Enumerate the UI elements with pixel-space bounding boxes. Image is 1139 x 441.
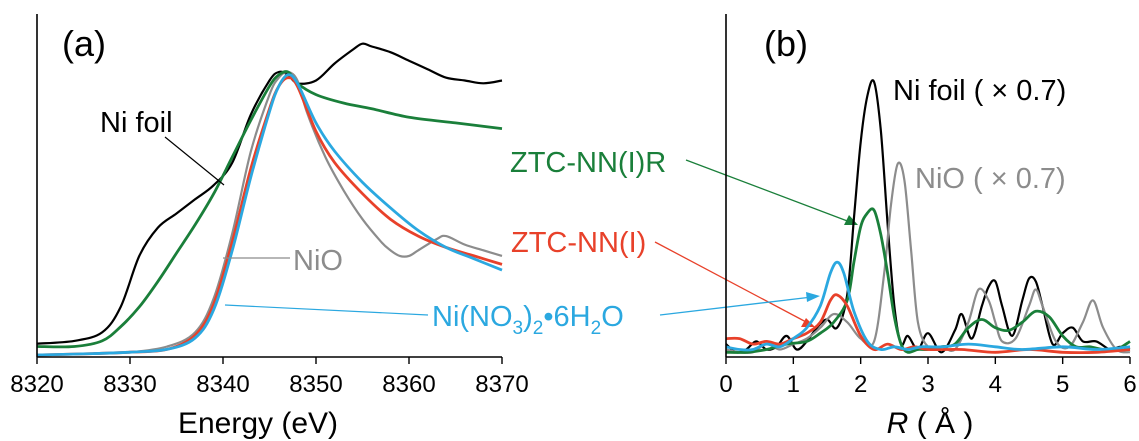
- series-a-ztc-nn-i-r: [36, 70, 503, 349]
- panel-a-xanes: 8320 8330 8340 8350 8360 8370 (a) Energy (eV)…: [10, 14, 666, 440]
- arrow-nitrate: [659, 296, 813, 316]
- arrowhead-ztc-nn-i: [801, 318, 815, 327]
- tick-label-b-1: 1: [787, 371, 800, 398]
- label-nio-x07: NiO ( × 0.7): [915, 163, 1066, 195]
- leader-ni-foil: [164, 136, 225, 186]
- tick-label-b-6: 6: [1123, 371, 1136, 398]
- series-b-ni-no3-2-6h2o: [725, 260, 1131, 352]
- panel-a-label: (a): [62, 23, 106, 64]
- panel-b-series: [725, 79, 1131, 355]
- tick-label-b-4: 4: [989, 371, 1002, 398]
- panel-a-series: [36, 42, 503, 357]
- arrow-ztc-nn-i: [654, 241, 809, 324]
- label-ztc-nn-i-r: ZTC-NN(I)R: [510, 147, 666, 179]
- tick-label-a-8350: 8350: [289, 371, 342, 398]
- tick-label-a-8320: 8320: [10, 371, 63, 398]
- panel-b-label: (b): [764, 23, 808, 64]
- cross-panel-arrows: [654, 159, 858, 327]
- leader-nitrate-a: [224, 304, 429, 316]
- arrowhead-nitrate: [806, 292, 820, 302]
- tick-label-b-0: 0: [719, 371, 732, 398]
- arrow-ztc-nn-i-r: [685, 159, 851, 223]
- tick-label-a-8340: 8340: [196, 371, 249, 398]
- series-b-ztc-nn-i: [725, 293, 1131, 354]
- label-ztc-nn-i: ZTC-NN(I): [511, 227, 646, 259]
- label-ni-foil: Ni foil: [100, 107, 173, 139]
- panel-a-x-ticks: 8320 8330 8340 8350 8360 8370: [10, 357, 529, 398]
- tick-label-b-5: 5: [1056, 371, 1069, 398]
- panel-b-x-ticks: 0 1 2 3 4 5 6: [719, 357, 1137, 398]
- tick-label-a-8330: 8330: [103, 371, 156, 398]
- label-nitrate: Ni(NO3)2•6H2O: [432, 301, 624, 339]
- series-a-ni-no3-2-6h2o: [36, 73, 503, 357]
- label-ni-foil-x07: Ni foil ( × 0.7): [893, 75, 1066, 107]
- series-b-ztc-nn-i-r: [725, 207, 1131, 354]
- panel-b-exafs: 0 1 2 3 4 5 6 (b) R ( Å ) Ni foil ( × 0.7) NiO…: [719, 14, 1137, 440]
- tick-label-b-2: 2: [854, 371, 867, 398]
- panel-b-xlabel: R ( Å ): [887, 407, 974, 440]
- label-nio: NiO: [293, 245, 343, 277]
- tick-label-a-8360: 8360: [382, 371, 435, 398]
- panel-a-xlabel: Energy (eV): [178, 407, 338, 440]
- series-b-nio-0-7: [725, 161, 1131, 355]
- tick-label-a-8370: 8370: [475, 371, 528, 398]
- tick-label-b-3: 3: [921, 371, 934, 398]
